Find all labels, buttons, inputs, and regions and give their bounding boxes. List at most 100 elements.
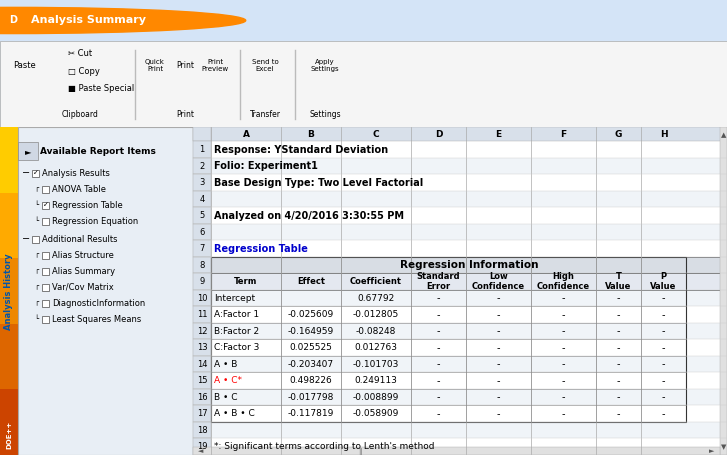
Text: 17: 17 <box>197 409 207 418</box>
Bar <box>211 257 686 422</box>
Text: E: E <box>495 130 502 139</box>
Bar <box>193 158 727 174</box>
Text: -: - <box>437 343 441 353</box>
Bar <box>32 236 39 243</box>
Text: Term: Term <box>234 277 257 286</box>
Text: 14: 14 <box>197 360 207 369</box>
Text: A:Factor 1: A:Factor 1 <box>214 310 259 319</box>
Bar <box>193 240 211 257</box>
Text: Print: Print <box>176 61 194 70</box>
Text: 7: 7 <box>199 244 205 253</box>
Bar <box>42 316 49 323</box>
Text: 19: 19 <box>197 442 207 451</box>
Text: Additional Results: Additional Results <box>42 235 118 244</box>
Text: G: G <box>615 130 622 139</box>
Text: DOE++: DOE++ <box>6 421 12 449</box>
Text: 0.498226: 0.498226 <box>289 376 332 385</box>
Bar <box>193 290 727 307</box>
Text: ►: ► <box>710 448 715 454</box>
Text: −: − <box>22 234 30 244</box>
Text: -: - <box>497 359 500 369</box>
Bar <box>42 187 49 193</box>
Text: -: - <box>616 326 620 336</box>
Text: B • C: B • C <box>214 393 238 402</box>
Text: 3: 3 <box>199 178 205 187</box>
Text: ‖: ‖ <box>358 448 362 455</box>
Text: Analysis History: Analysis History <box>4 253 14 329</box>
Bar <box>193 356 727 373</box>
Text: Print: Print <box>176 110 194 119</box>
Bar <box>193 389 211 405</box>
Bar <box>211 273 727 290</box>
Bar <box>18 142 38 160</box>
Bar <box>0 324 18 389</box>
Text: Var/Cov Matrix: Var/Cov Matrix <box>52 283 113 292</box>
Bar <box>193 356 211 373</box>
Text: -: - <box>562 326 566 336</box>
Text: ┌: ┌ <box>34 252 38 258</box>
Bar <box>42 284 49 291</box>
Text: F: F <box>561 130 566 139</box>
Text: └: └ <box>34 316 38 322</box>
Bar <box>193 191 211 207</box>
Text: └: └ <box>34 218 38 224</box>
Bar <box>193 422 727 439</box>
Text: 0.67792: 0.67792 <box>358 293 395 303</box>
Text: D: D <box>435 130 442 139</box>
Text: ►: ► <box>25 147 31 156</box>
Text: ◄: ◄ <box>198 448 204 454</box>
Text: ▲: ▲ <box>720 132 726 138</box>
Text: Effect: Effect <box>297 277 325 286</box>
Bar <box>211 257 727 273</box>
Text: -: - <box>437 409 441 419</box>
Text: -: - <box>497 409 500 419</box>
Text: -: - <box>616 310 620 320</box>
Text: Transfer: Transfer <box>249 110 281 119</box>
Bar <box>193 290 211 307</box>
Text: H: H <box>659 130 667 139</box>
Text: -: - <box>662 376 665 386</box>
Text: -: - <box>437 376 441 386</box>
Text: Alias Structure: Alias Structure <box>52 251 114 260</box>
Text: Analyzed on 4/20/2016 3:30:55 PM: Analyzed on 4/20/2016 3:30:55 PM <box>214 211 404 221</box>
Text: -: - <box>662 392 665 402</box>
Bar <box>193 142 211 158</box>
Text: -: - <box>616 359 620 369</box>
Text: Standard
Error: Standard Error <box>417 272 460 291</box>
Bar <box>193 158 211 174</box>
Bar <box>193 339 211 356</box>
Text: ┌: ┌ <box>34 187 38 192</box>
Text: D: D <box>9 15 17 25</box>
Bar <box>193 191 727 207</box>
Bar <box>193 422 211 439</box>
Text: -: - <box>562 310 566 320</box>
Circle shape <box>0 7 246 34</box>
Text: Coefficient: Coefficient <box>350 277 402 286</box>
Bar <box>193 439 211 455</box>
Text: 0.025525: 0.025525 <box>289 343 332 352</box>
Text: A • B: A • B <box>214 360 238 369</box>
Text: 15: 15 <box>197 376 207 385</box>
Text: Analysis Summary: Analysis Summary <box>31 15 145 25</box>
Text: -: - <box>437 359 441 369</box>
Text: -: - <box>497 293 500 303</box>
Bar <box>18 127 193 455</box>
Text: -0.025609: -0.025609 <box>288 310 334 319</box>
Text: A: A <box>243 130 249 139</box>
Text: 6: 6 <box>199 228 205 237</box>
Text: -0.101703: -0.101703 <box>353 360 399 369</box>
Text: C:Factor 3: C:Factor 3 <box>214 343 260 352</box>
Text: 13: 13 <box>197 343 207 352</box>
Text: -: - <box>616 409 620 419</box>
Text: ANOVA Table: ANOVA Table <box>52 185 106 194</box>
Bar <box>0 258 18 324</box>
Text: 12: 12 <box>197 327 207 336</box>
Text: -0.058909: -0.058909 <box>353 409 399 418</box>
Text: Regression Table: Regression Table <box>52 201 123 210</box>
Text: Intercept: Intercept <box>214 293 255 303</box>
Bar <box>193 257 211 273</box>
Text: -: - <box>662 343 665 353</box>
Text: Alias Summary: Alias Summary <box>52 267 115 276</box>
Text: -: - <box>437 392 441 402</box>
Text: 9: 9 <box>199 277 204 286</box>
